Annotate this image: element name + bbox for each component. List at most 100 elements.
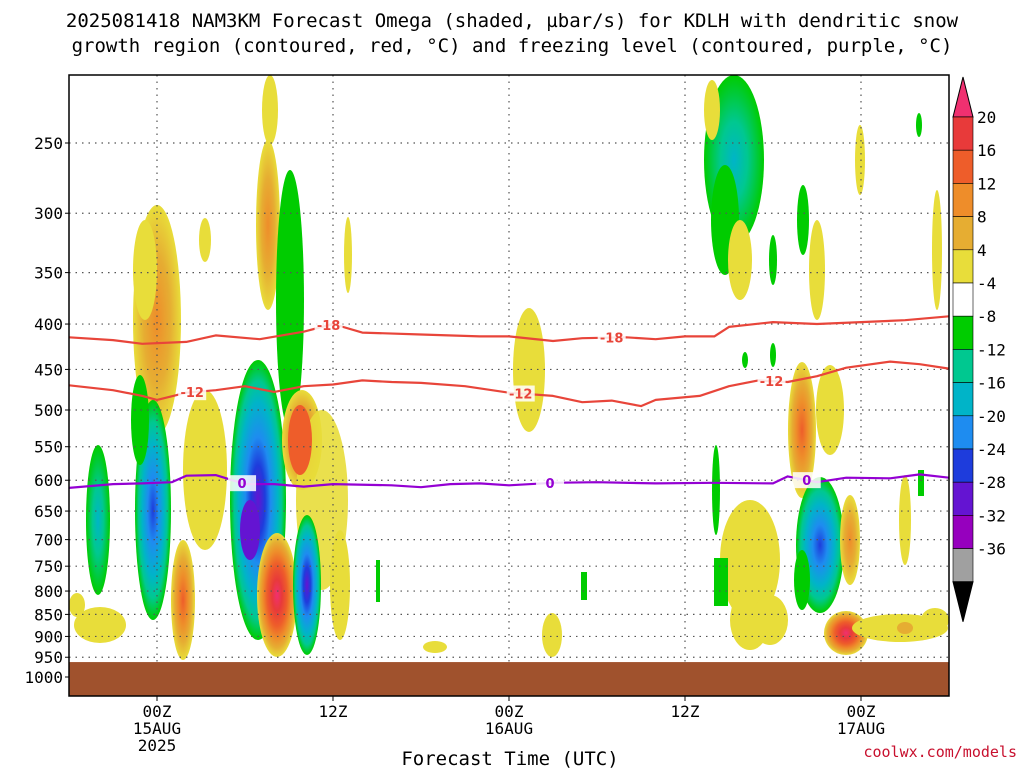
y-tick-label: 700 [34,531,63,550]
terrain-surface [69,662,949,696]
colorbar-segment [952,515,974,549]
contour-label: -12 [509,388,533,403]
omega-cell-upper-12z [344,217,352,293]
contour-label: -18 [600,332,624,347]
y-tick-label: 550 [34,438,63,457]
omega-cell-upper-19z-b [809,220,825,320]
contour-label-bg [597,329,626,346]
omega-cell-rising-11z [293,515,321,655]
colorbar-label: -20 [977,407,1006,426]
colorbar-label: -4 [977,274,996,293]
y-tick-label: 600 [34,471,63,490]
colorbar-label: 4 [977,241,987,260]
contour-label-bg [506,385,535,402]
omega-shading [69,75,949,660]
omega-cell-upper-06z-small [199,218,211,262]
colorbar-label: -24 [977,440,1006,459]
y-tick-label: 750 [34,557,63,576]
omega-cell-upper-19z-c [769,235,777,285]
x-tick-label: 00Z [495,702,524,721]
x-tick-label: 15AUG [133,719,181,738]
omega-cell-lowlevel-warm-1 [171,540,195,660]
contour-label-bg [757,373,786,390]
omega-cell-upper-15z-warm [728,220,752,300]
x-tick-label: 16AUG [485,719,533,738]
omega-cell-upper-14z-warm [704,80,720,140]
colorbar-label: -16 [977,374,1006,393]
omega-cell-upper-06z [256,140,280,310]
contour-label-bg [536,474,565,491]
contour-label: 0 [546,477,555,492]
x-tick-label: 00Z [847,702,876,721]
chart-title-line1: 2025081418 NAM3KM Forecast Omega (shaded… [66,10,959,32]
omega-cell-upper-19z [797,185,809,255]
colorbar-segment [952,183,974,217]
colorbar-label: -12 [977,340,1006,359]
colorbar-segment [952,282,974,317]
contour-label: -18 [317,319,341,334]
contour-label-bg [314,317,343,334]
contour-label: 0 [802,474,811,489]
omega-cell-tiny-left-mid [742,352,748,368]
y-tick-label: 500 [34,401,63,420]
omega-cell-green-03z [581,572,587,600]
omega-cell-sinking-mid-core [288,405,312,475]
colorbar-label: -32 [977,506,1006,525]
omega-cell-strong-rising-core [240,500,260,560]
omega-cell-upper-right-1 [855,125,865,195]
omega-cell-mid-06z [183,390,227,550]
omega-cell-upper-right-3 [932,190,942,310]
credit-text: coolwx.com/models [863,743,1017,761]
y-tick-label: 850 [34,605,63,624]
omega-cell-left-green [86,445,110,595]
contour-line [69,315,949,345]
y-tick-label: 350 [34,264,63,283]
x-tick-label: 2025 [138,736,177,755]
omega-cell-right-green [918,470,924,496]
omega-cell-lower-14z-green2 [712,445,720,535]
colorbar-segment [952,216,974,251]
contour-label-bg [792,472,821,489]
chart-title-line2: growth region (contoured, red, °C) and f… [72,35,953,57]
y-axis: 250 300 350 400 450 500 550 600 650 700 750 800 850 9… [24,134,69,687]
y-tick-label: 900 [34,627,63,646]
colorbar-top-arrow [952,76,974,118]
omega-cell-sinking-core [257,533,297,657]
omega-cell-right-low-mid [899,475,911,565]
y-tick-label: 800 [34,582,63,601]
colorbar-label: 12 [977,174,996,193]
y-tick-label: 450 [34,360,63,379]
omega-cell-mid-20z [788,362,816,498]
x-tick-label: 17AUG [837,719,885,738]
contour-label: 0 [238,477,247,492]
colorbar-segment [952,548,974,583]
colorbar-segment [952,249,974,284]
omega-cell-low-band-right [921,608,949,632]
omega-cell-lower-20z-b [794,550,810,610]
colorbar-segment [952,448,974,483]
colorbar-segment [952,415,974,450]
omega-cell-lower-14z [720,500,780,620]
contour-label: -12 [760,375,784,390]
omega-cell-lower-14z-green [714,558,728,606]
colorbar-label: 16 [977,141,996,160]
colorbar: 20 16 12 8 4 -4 -8 -12 -16 -20 -24 -28 -32 -36 [952,76,1006,622]
omega-cell-low-15z [423,641,447,653]
colorbar-label: -28 [977,473,1006,492]
x-tick-label: 12Z [671,702,700,721]
colorbar-segment [952,382,974,417]
x-axis-label: Forecast Time (UTC) [401,748,618,768]
colorbar-segment [952,481,974,516]
colorbar-label: 8 [977,208,987,227]
omega-cell-warm-11z-low [330,530,350,640]
omega-cell-low-left-17aug [752,595,788,645]
omega-cell-00z-rising-top [131,375,149,465]
contour-label: -12 [180,386,204,401]
omega-cell-low-03z [542,613,562,657]
y-tick-label: 1000 [24,668,63,687]
omega-cell-upper-right-2 [916,113,922,137]
x-tick-label: 00Z [143,702,172,721]
colorbar-label: -36 [977,540,1006,559]
omega-cell-upper-00z-15aug-b [133,220,157,320]
y-tick-label: 250 [34,134,63,153]
